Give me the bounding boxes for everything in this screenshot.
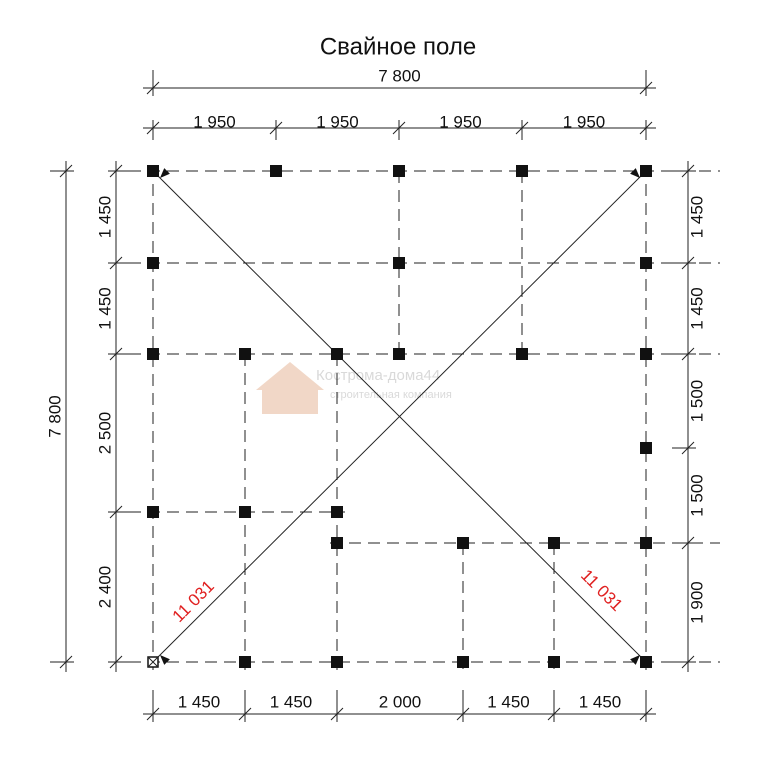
pile-cross xyxy=(147,656,159,668)
pile xyxy=(331,506,343,518)
pile xyxy=(640,257,652,269)
dimension-tick xyxy=(639,707,653,721)
pile xyxy=(548,656,560,668)
dimension-tick xyxy=(330,707,344,721)
dimension-tick xyxy=(639,81,653,95)
dimension-label: 1 950 xyxy=(439,112,482,131)
pile xyxy=(239,506,251,518)
dimension-label: 7 800 xyxy=(378,66,421,85)
dimension-label: 2 400 xyxy=(95,566,114,609)
dimension-tick xyxy=(109,256,123,270)
dimension-label: 1 950 xyxy=(316,112,359,131)
dimension-tick xyxy=(109,347,123,361)
dimension-tick xyxy=(59,655,73,669)
dimension-label: 1 500 xyxy=(687,380,706,423)
dimension-tick xyxy=(392,121,406,135)
dimension-label: 1 450 xyxy=(687,196,706,239)
pile xyxy=(393,165,405,177)
pile xyxy=(331,656,343,668)
dimension-label: 2 500 xyxy=(95,412,114,455)
dimension-tick xyxy=(639,121,653,135)
dimension-tick xyxy=(681,347,695,361)
dimension-tick xyxy=(681,655,695,669)
pile xyxy=(393,257,405,269)
watermark-tagline: строительная компания xyxy=(330,389,452,401)
pile xyxy=(239,348,251,360)
watermark: Кострома-дома44 строительная компания xyxy=(256,362,452,414)
pile xyxy=(147,257,159,269)
pile xyxy=(548,537,560,549)
dimension-tick xyxy=(681,441,695,455)
dimension-label: 1 450 xyxy=(95,287,114,330)
dimension-tick xyxy=(681,164,695,178)
dimension-label: 1 450 xyxy=(95,196,114,239)
dimension-tick xyxy=(146,707,160,721)
dimension-tick xyxy=(109,164,123,178)
pile xyxy=(147,506,159,518)
pile xyxy=(457,656,469,668)
dimension-tick xyxy=(109,655,123,669)
pile xyxy=(239,656,251,668)
pile xyxy=(640,537,652,549)
dimension-label: 1 450 xyxy=(487,692,530,711)
pile xyxy=(331,348,343,360)
dimension-label: 1 950 xyxy=(563,112,606,131)
watermark-name: Кострома-дома44 xyxy=(316,367,440,384)
pile xyxy=(393,348,405,360)
dimension-label: 1 450 xyxy=(270,692,313,711)
pile xyxy=(640,348,652,360)
watermark-logo xyxy=(256,362,324,414)
dimension-label: 1 950 xyxy=(193,112,236,131)
arrowhead xyxy=(630,168,640,178)
dimension-label: 1 500 xyxy=(687,474,706,517)
dimension-label: 2 000 xyxy=(379,692,422,711)
pile xyxy=(270,165,282,177)
diagonal xyxy=(152,170,647,663)
pile xyxy=(516,165,528,177)
pile xyxy=(331,537,343,549)
dimension-tick xyxy=(681,536,695,550)
pile xyxy=(147,348,159,360)
arrowhead xyxy=(160,168,170,178)
arrowhead xyxy=(160,655,170,665)
dimension-tick xyxy=(547,707,561,721)
title: Свайное поле xyxy=(320,33,476,60)
dimension-tick xyxy=(146,121,160,135)
pile xyxy=(516,348,528,360)
pile xyxy=(640,442,652,454)
dimension-tick xyxy=(146,81,160,95)
dimension-tick xyxy=(456,707,470,721)
pile xyxy=(457,537,469,549)
dimension-label: 1 450 xyxy=(178,692,221,711)
dimension-tick xyxy=(109,505,123,519)
dimension-tick xyxy=(59,164,73,178)
pile xyxy=(640,656,652,668)
pile xyxy=(147,165,159,177)
dimension-label: 7 800 xyxy=(45,395,64,438)
dimension-tick xyxy=(515,121,529,135)
dimension-tick xyxy=(238,707,252,721)
dimension-label: 1 450 xyxy=(579,692,622,711)
dimension-tick xyxy=(681,256,695,270)
pile xyxy=(640,165,652,177)
dimension-tick xyxy=(269,121,283,135)
dimension-label: 1 900 xyxy=(687,581,706,624)
dimension-label: 1 450 xyxy=(687,287,706,330)
arrowhead xyxy=(630,655,640,665)
